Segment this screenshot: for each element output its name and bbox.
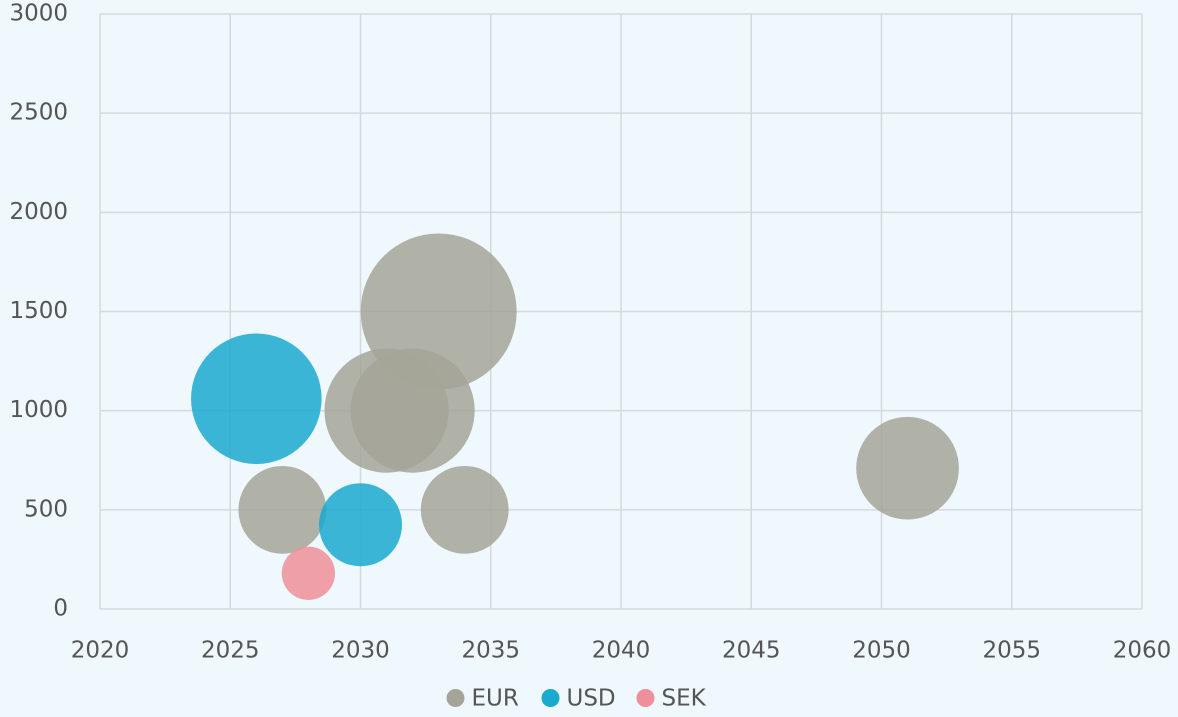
bubble [856,416,959,520]
y-tick-label: 0 [53,596,68,622]
y-tick-label: 3000 [9,1,68,27]
legend-label: SEK [662,686,707,712]
x-tick-label: 2040 [592,638,651,664]
x-tick-label: 2055 [982,638,1041,664]
legend-marker [541,689,560,707]
bubble [420,465,509,554]
legend-marker [446,689,465,707]
y-tick-label: 1000 [9,397,68,423]
y-tick-label: 2500 [9,100,68,126]
bubble [360,233,517,390]
x-tick-label: 2045 [722,638,781,664]
bubble [238,465,327,554]
legend-label: EUR [472,686,519,712]
x-tick-label: 2020 [71,638,130,664]
legend-label: USD [567,686,616,712]
x-tick-label: 2050 [852,638,911,664]
x-tick-label: 2025 [201,638,260,664]
bubble [191,333,322,465]
x-tick-label: 2035 [461,638,520,664]
bubble [318,483,403,567]
y-tick-label: 2000 [9,199,68,225]
y-tick-label: 1500 [9,298,68,324]
x-tick-label: 2060 [1113,638,1172,664]
legend-marker [636,689,655,707]
bubble [281,546,336,600]
x-tick-label: 2030 [331,638,390,664]
y-tick-label: 500 [24,496,68,522]
